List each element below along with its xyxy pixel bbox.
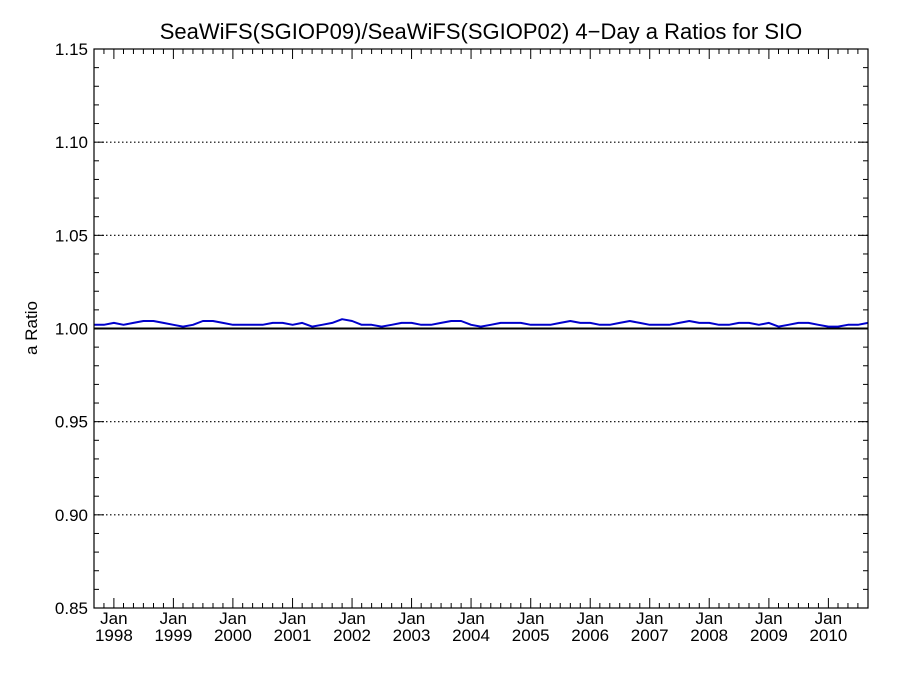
x-tick-year-label: 2004 xyxy=(452,626,490,645)
x-tick-month-label: Jan xyxy=(517,609,544,628)
x-tick-month-label: Jan xyxy=(577,609,604,628)
x-tick-year-label: 1999 xyxy=(154,626,192,645)
x-ticks: Jan1998Jan1999Jan2000Jan2001Jan2002Jan20… xyxy=(95,49,859,645)
x-tick-year-label: 2002 xyxy=(333,626,371,645)
y-tick-label: 1.05 xyxy=(55,226,88,245)
chart-title: SeaWiFS(SGIOP09)/SeaWiFS(SGIOP02) 4−Day … xyxy=(160,19,802,44)
x-tick-month-label: Jan xyxy=(696,609,723,628)
x-tick-year-label: 2000 xyxy=(214,626,252,645)
grid-lines xyxy=(94,141,868,516)
x-tick-year-label: 2010 xyxy=(809,626,847,645)
x-tick-month-label: Jan xyxy=(457,609,484,628)
x-tick-year-label: 2007 xyxy=(631,626,669,645)
y-ticks: 0.85 0.90 0.95 1.00 1.05 1.10 1.15 xyxy=(55,40,868,618)
y-tick-label: 0.90 xyxy=(55,506,88,525)
x-tick-month-label: Jan xyxy=(398,609,425,628)
y-tick-label: 0.85 xyxy=(55,599,88,618)
x-tick-year-label: 2009 xyxy=(750,626,788,645)
series-line xyxy=(94,318,869,328)
y-tick-label: 1.15 xyxy=(55,40,88,59)
x-tick-month-label: Jan xyxy=(338,609,365,628)
x-tick-month-label: Jan xyxy=(100,609,127,628)
x-tick-month-label: Jan xyxy=(636,609,663,628)
x-tick-year-label: 1998 xyxy=(95,626,133,645)
y-tick-label: 1.10 xyxy=(55,133,88,152)
y-tick-label: 1.00 xyxy=(55,320,88,339)
y-axis-label: a Ratio xyxy=(22,301,41,355)
series-group xyxy=(94,318,869,328)
x-tick-year-label: 2006 xyxy=(571,626,609,645)
x-tick-year-label: 2008 xyxy=(690,626,728,645)
x-tick-month-label: Jan xyxy=(755,609,782,628)
y-tick-label: 0.95 xyxy=(55,413,88,432)
x-tick-month-label: Jan xyxy=(279,609,306,628)
x-tick-month-label: Jan xyxy=(219,609,246,628)
x-tick-month-label: Jan xyxy=(160,609,187,628)
x-tick-month-label: Jan xyxy=(815,609,842,628)
x-tick-year-label: 2003 xyxy=(393,626,431,645)
x-tick-year-label: 2001 xyxy=(274,626,312,645)
x-tick-year-label: 2005 xyxy=(512,626,550,645)
